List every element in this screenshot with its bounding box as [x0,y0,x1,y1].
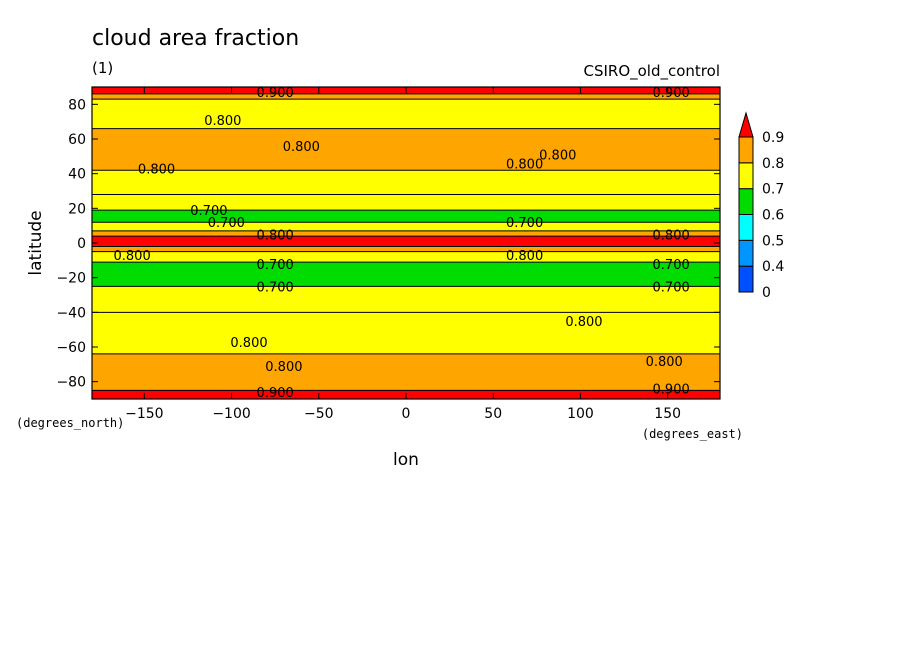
contour-label-9: 0.700 [506,216,543,231]
contour-label-19: 0.800 [230,336,267,351]
y-tick-label-0: −80 [56,375,86,391]
chart-subtitle: (1) [92,59,113,77]
cloud-band-3 [92,286,720,313]
y-tick-label-6: 40 [68,167,86,183]
colorbar: 0 0.4 0.5 0.6 0.7 0.8 0.9 [738,111,784,301]
x-tick-label-2: −50 [304,406,334,422]
cloud-band-14 [92,99,720,129]
contour-label-11: 0.800 [653,228,690,243]
cloud-band-5 [92,251,720,263]
colorbar-label-0: 0 [762,285,771,301]
model-name: CSIRO_old_control [583,62,720,81]
contour-label-3: 0.800 [283,140,320,155]
colorbar-label-5: 0.8 [762,156,784,172]
x-tick-label-4: 50 [484,406,502,422]
contour-label-21: 0.800 [646,355,683,370]
cloud-band-2 [92,312,720,354]
colorbar-label-4: 0.7 [762,182,784,198]
x-tick-label-0: −150 [125,406,163,422]
contour-label-2: 0.800 [204,114,241,129]
colorbar-label-1: 0.4 [762,259,784,275]
cloud-band-13 [92,128,720,171]
contour-label-8: 0.700 [208,216,245,231]
colorbar-extend-triangle [738,111,754,138]
contour-label-14: 0.700 [257,258,294,273]
cloud-band-15 [92,93,720,100]
contour-label-0: 0.900 [257,86,294,101]
x-tick-label-5: 100 [567,406,594,422]
colorbar-label-6: 0.9 [762,130,784,146]
cloud-band-9 [92,222,720,231]
cloud-band-12 [92,170,720,195]
x-tick-label-6: 150 [654,406,681,422]
cloud-band-11 [92,194,720,211]
y-axis: −80 −60 −40 −20 0 20 40 60 80 [56,97,720,391]
cloud-band-8 [92,230,720,237]
chart-title: cloud area fraction [92,26,299,51]
cloud-band-7 [92,236,720,247]
colorbar-box-2 [738,214,754,241]
x-axis: −150 −100 −50 0 50 100 150 [125,87,681,422]
x-axis-units: (degrees_east) [642,427,743,441]
cloud-band-1 [92,353,720,391]
colorbar-box-5 [738,136,754,164]
y-tick-label-5: 20 [68,201,86,217]
cloud-band-6 [92,246,720,252]
contour-label-6: 0.800 [138,162,175,177]
colorbar-label-2: 0.5 [762,233,784,249]
y-axis-units: (degrees_north) [16,416,124,430]
x-tick-label-1: −100 [212,406,250,422]
contour-label-1: 0.900 [653,86,690,101]
colorbar-box-3 [738,188,754,216]
colorbar-box-1 [738,239,754,267]
y-tick-label-3: −20 [56,271,86,287]
contour-label-10: 0.800 [257,228,294,243]
y-tick-label-2: −40 [56,305,86,321]
contour-label-12: 0.800 [114,249,151,264]
colorbar-label-3: 0.6 [762,208,784,224]
x-tick-label-3: 0 [402,406,411,422]
contour-label-16: 0.700 [257,280,294,295]
contour-label-4: 0.800 [539,149,576,164]
colorbar-box-4 [738,162,754,190]
contour-label-13: 0.800 [506,249,543,264]
contour-labels: 0.900 0.9000.8000.8000.8000.8000.8000.700… [114,86,690,401]
plot-area [92,87,720,399]
contour-label-23: 0.900 [653,383,690,398]
y-tick-label-1: −60 [56,340,86,356]
colorbar-box-0 [738,265,754,293]
cloud-band-4 [92,262,720,287]
contour-lines [92,93,720,391]
y-tick-label-7: 60 [68,132,86,148]
cloud-band-10 [92,210,720,223]
contour-label-22: 0.900 [257,386,294,401]
contour-label-15: 0.700 [653,258,690,273]
x-axis-label: lon [393,450,419,470]
contour-label-20: 0.800 [265,360,302,375]
contour-label-18: 0.800 [565,315,602,330]
contour-label-7: 0.700 [190,204,227,219]
contour-label-5: 0.800 [506,157,543,172]
y-tick-label-4: 0 [77,236,86,252]
y-tick-label-8: 80 [68,97,86,113]
contour-label-17: 0.700 [653,280,690,295]
y-axis-label: latitude [26,210,46,275]
